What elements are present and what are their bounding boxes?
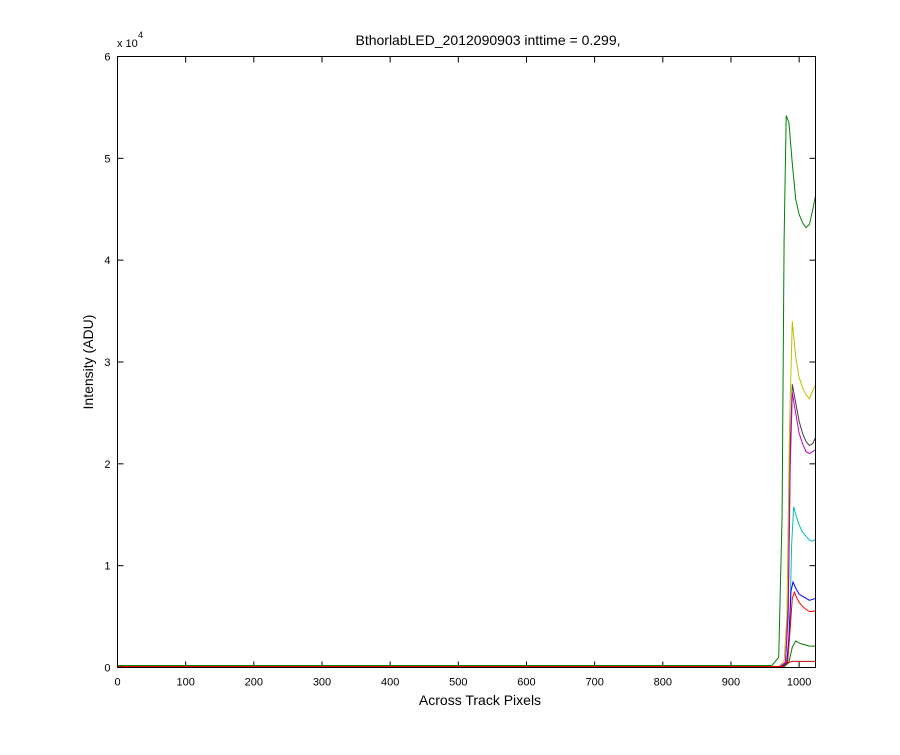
series-line: [117, 115, 816, 666]
y-tick-label: 2: [104, 459, 110, 471]
series-line: [117, 640, 816, 668]
x-tick-label: 200: [245, 677, 263, 689]
x-axis-label: Across Track Pixels: [419, 692, 541, 708]
x-tick-label: 700: [585, 677, 603, 689]
y-multiplier-exponent: 4: [138, 30, 143, 40]
axis-ticks: 0 100 200 300 400 500 600 700 800 900 1000 0 1 2 3 4 5 6: [104, 52, 816, 689]
series-line: [117, 384, 816, 667]
y-axis-label: Intensity (ADU): [80, 315, 96, 410]
y-tick-label: 4: [104, 255, 110, 267]
chart-title: BthorlabLED_2012090903 inttime = 0.299,: [355, 32, 620, 48]
x-tick-label: 400: [381, 677, 399, 689]
x-tick-label: 300: [313, 677, 331, 689]
y-tick-label: 6: [104, 52, 110, 64]
y-tick-label: 5: [104, 153, 110, 165]
y-multiplier-label: x 10 4: [117, 30, 143, 50]
x-tick-label: 800: [654, 677, 672, 689]
series-line: [117, 321, 816, 667]
y-tick-label: 3: [104, 357, 110, 369]
x-tick-label: 0: [114, 677, 120, 689]
series-line: [117, 392, 816, 667]
x-tick-label: 1000: [787, 677, 811, 689]
x-tick-label: 100: [176, 677, 194, 689]
y-tick-label: 0: [104, 663, 110, 675]
x-tick-label: 900: [722, 677, 740, 689]
series-layer: [117, 115, 816, 668]
x-tick-label: 500: [449, 677, 467, 689]
series-line: [117, 580, 816, 667]
series-line: [117, 590, 816, 667]
series-line: [117, 506, 816, 667]
plot-area-frame: [117, 56, 816, 668]
y-tick-label: 1: [104, 561, 110, 573]
series-line: [117, 660, 816, 668]
y-multiplier-base: x 10: [117, 38, 138, 50]
x-tick-label: 600: [517, 677, 535, 689]
